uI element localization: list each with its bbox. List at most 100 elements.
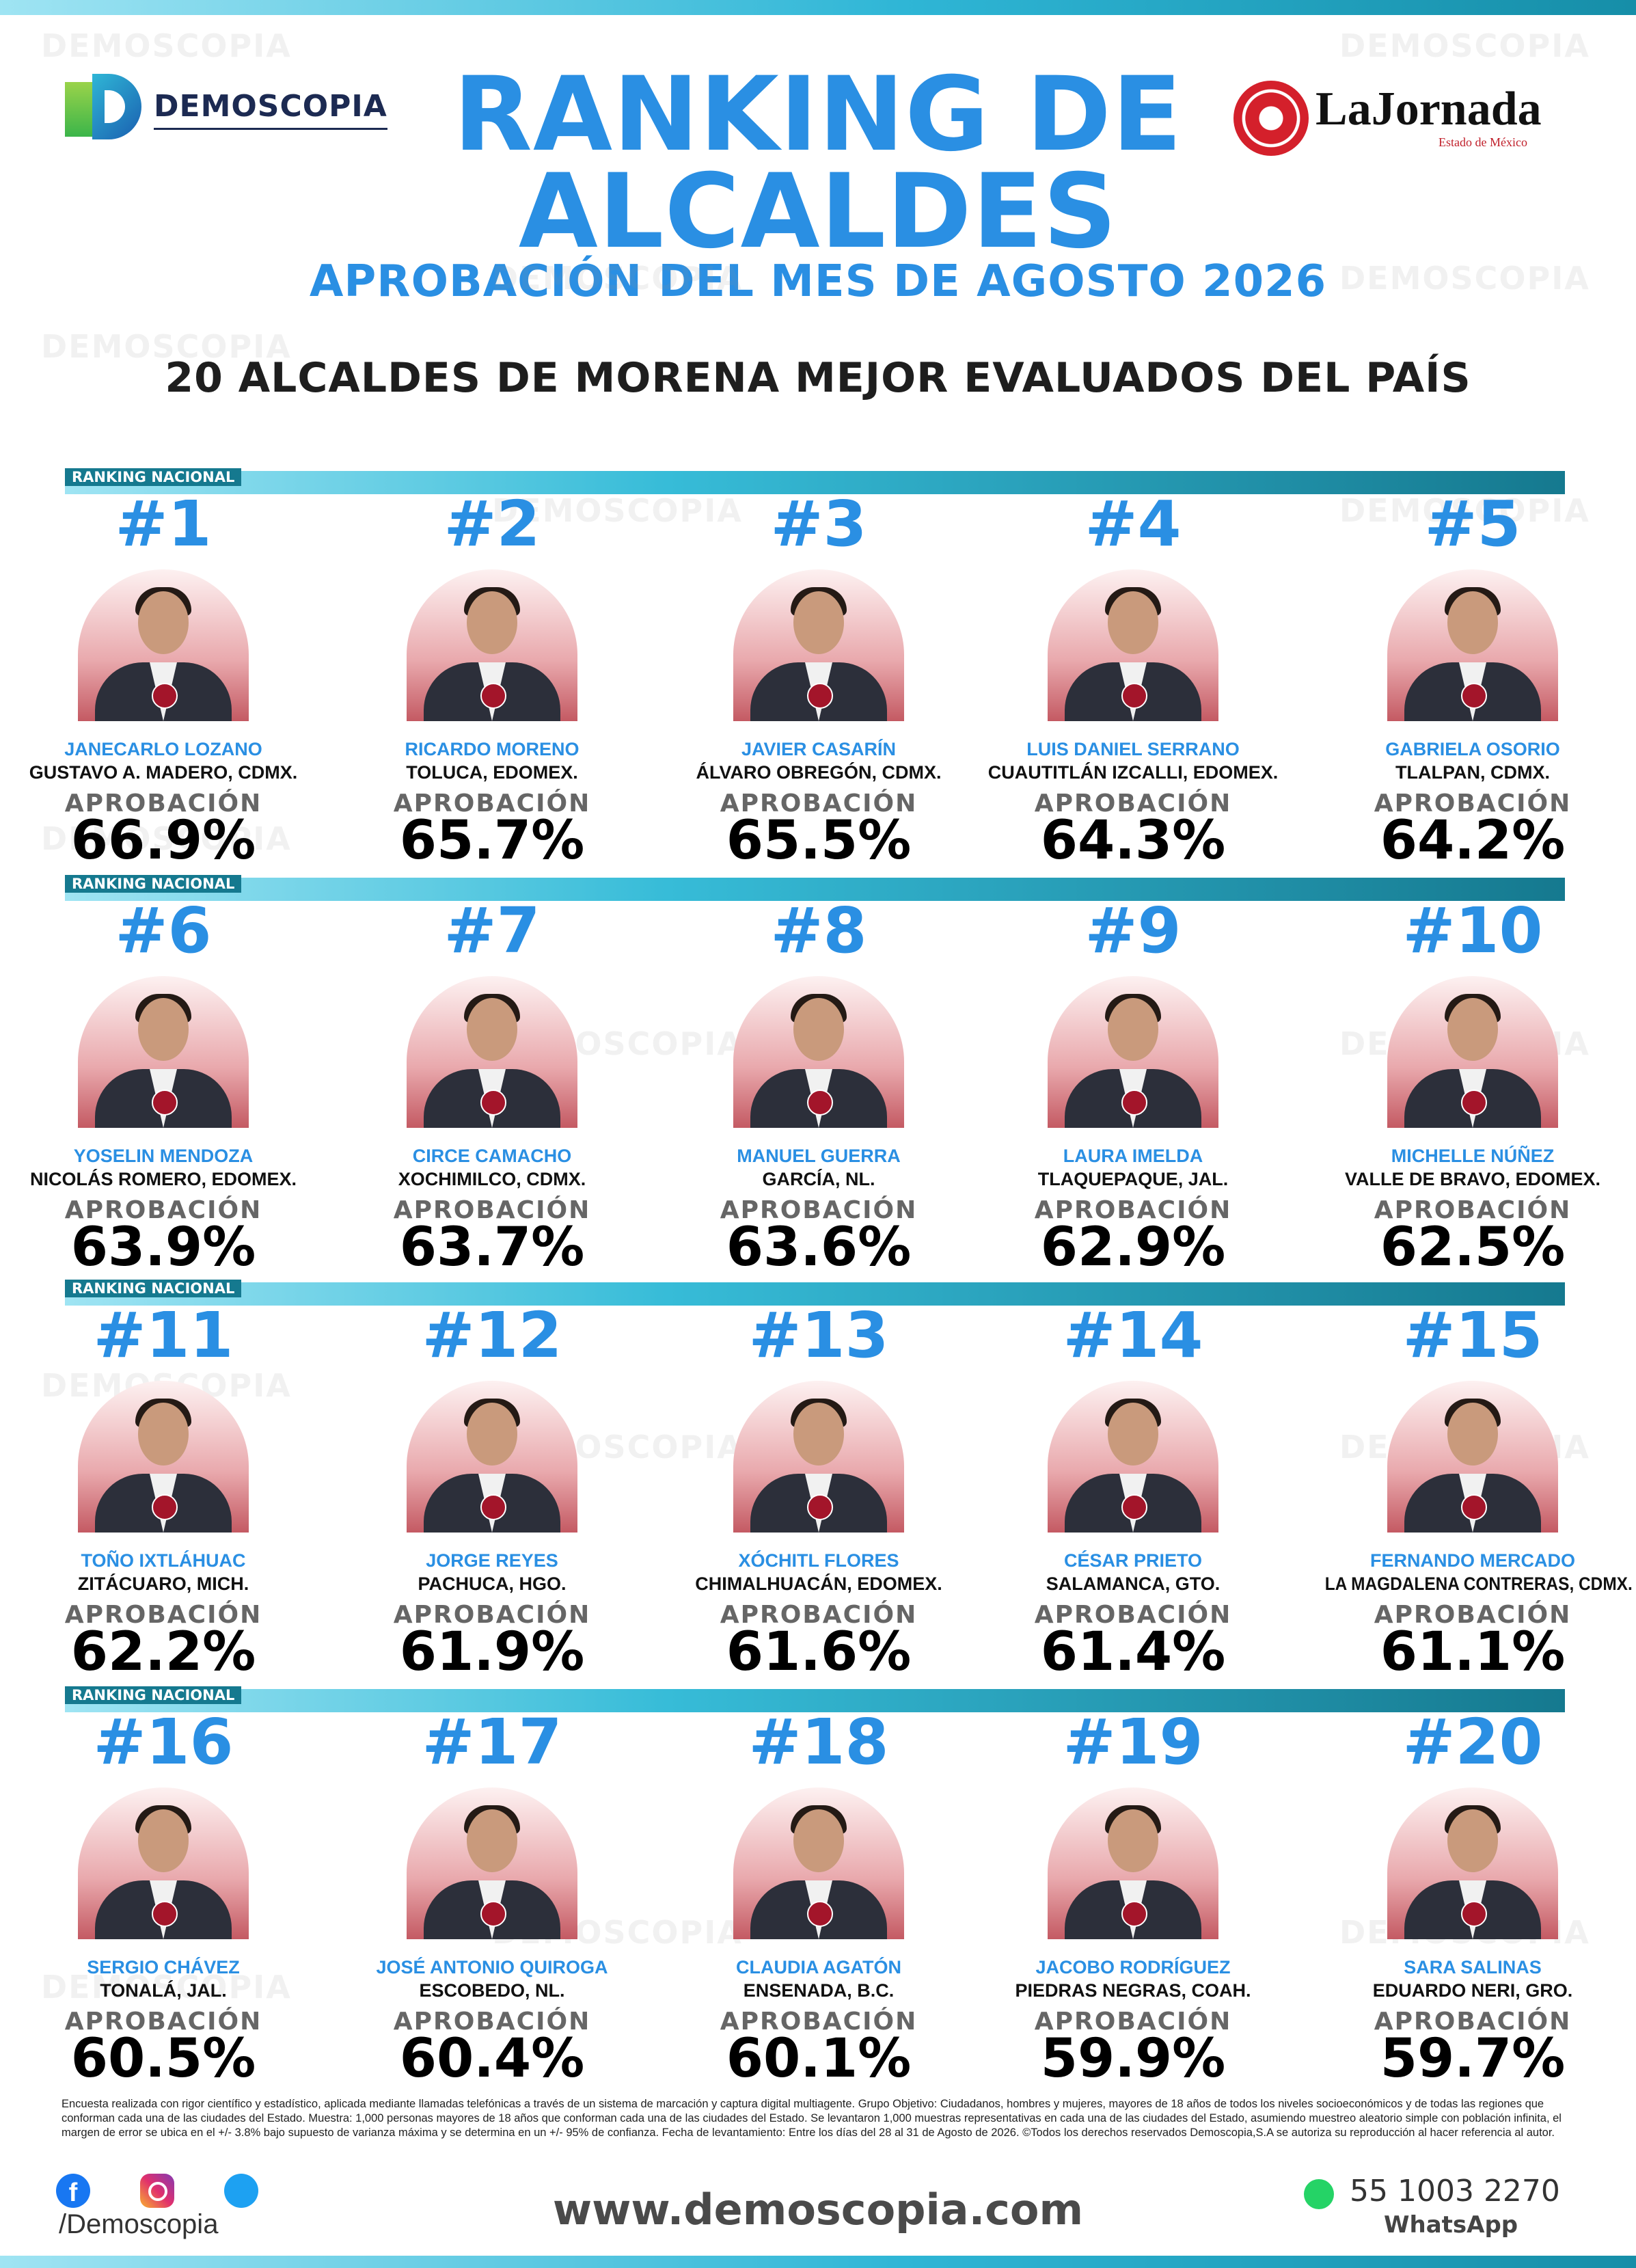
- facebook-icon[interactable]: f: [56, 2174, 90, 2208]
- place-text: XOCHIMILCO, CDMX.: [398, 1169, 586, 1189]
- social-handle: /Demoscopia: [59, 2209, 219, 2239]
- place: ENSENADA, B.C.: [655, 1980, 983, 2001]
- demoscopia-logo-icon: [65, 68, 147, 144]
- rank: #18: [748, 1705, 889, 1779]
- photo: [1387, 569, 1558, 721]
- photo-pin: [807, 1901, 833, 1927]
- phone-label: WhatsApp: [1384, 2211, 1518, 2239]
- place: GARCÍA, NL.: [655, 1169, 983, 1190]
- name-text: JORGE REYES: [426, 1550, 558, 1571]
- brand-left: DEMOSCOPIA: [154, 89, 387, 130]
- name-text: JANECARLO LOZANO: [64, 739, 262, 759]
- approval-label: APROBACIÓN: [720, 2008, 918, 2036]
- rank: #10: [1402, 894, 1543, 967]
- rank: #2: [444, 487, 541, 561]
- name: CLAUDIA AGATÓN: [655, 1957, 983, 1978]
- title-line1: RANKING DE: [453, 55, 1183, 174]
- name-text: SARA SALINAS: [1404, 1957, 1542, 1977]
- name: LAURA IMELDA: [969, 1146, 1297, 1167]
- approval-value: 63.9%: [70, 1217, 256, 1278]
- photo-head: [1108, 1403, 1158, 1466]
- place: NICOLÁS ROMERO, EDOMEX.: [0, 1169, 327, 1190]
- name: JAVIER CASARÍN: [655, 739, 983, 760]
- place-text: VALLE DE BRAVO, EDOMEX.: [1344, 1169, 1601, 1189]
- name: TOÑO IXTLÁHUAC: [0, 1550, 327, 1571]
- section-label: RANKING NACIONAL: [65, 1686, 242, 1704]
- photo: [733, 976, 904, 1128]
- name-text: JOSÉ ANTONIO QUIROGA: [376, 1957, 608, 1977]
- rank: #4: [1085, 487, 1182, 561]
- photo-pin: [1121, 1090, 1147, 1116]
- rank: #11: [93, 1299, 234, 1372]
- rank: #7: [444, 894, 541, 967]
- rank: #15: [1402, 1299, 1543, 1372]
- name: CÉSAR PRIETO: [969, 1550, 1297, 1571]
- photo: [407, 1787, 577, 1939]
- section-label: RANKING NACIONAL: [65, 468, 242, 486]
- place: TLAQUEPAQUE, JAL.: [969, 1169, 1297, 1190]
- photo: [733, 569, 904, 721]
- section-label: RANKING NACIONAL: [65, 1280, 242, 1297]
- rank: #8: [770, 894, 867, 967]
- photo-pin: [480, 1090, 506, 1116]
- place: TONALÁ, JAL.: [0, 1980, 327, 2001]
- approval-label: APROBACIÓN: [393, 1196, 591, 1224]
- watermark: DEMOSCOPIA: [41, 820, 292, 857]
- name: FERNANDO MERCADO: [1309, 1550, 1636, 1571]
- photo-pin: [152, 1901, 178, 1927]
- phone: 55 1003 2270: [1350, 2174, 1560, 2209]
- name-text: CÉSAR PRIETO: [1063, 1550, 1203, 1571]
- place-text: ZITÁCUARO, MICH.: [77, 1574, 249, 1594]
- name-text: SERGIO CHÁVEZ: [87, 1957, 240, 1977]
- approval-label: APROBACIÓN: [393, 2008, 591, 2036]
- approval-label: APROBACIÓN: [720, 789, 918, 818]
- place-text: ESCOBEDO, NL.: [419, 1980, 565, 2001]
- photo: [1387, 1787, 1558, 1939]
- place-text: SALAMANCA, GTO.: [1046, 1574, 1221, 1594]
- place: TOLUCA, EDOMEX.: [328, 762, 656, 783]
- photo-head: [138, 998, 189, 1061]
- photo-head: [138, 591, 189, 654]
- approval-value: 60.4%: [399, 2028, 585, 2090]
- rank: #14: [1063, 1299, 1203, 1372]
- name-text: FERNANDO MERCADO: [1370, 1550, 1575, 1571]
- name-text: CLAUDIA AGATÓN: [736, 1957, 901, 1977]
- name-text: YOSELIN MENDOZA: [73, 1146, 254, 1166]
- section-bar: [65, 1689, 1565, 1712]
- photo-pin: [1461, 1494, 1487, 1520]
- place-text: LA MAGDALENA CONTRERAS, CDMX.: [1324, 1574, 1633, 1594]
- approval-label: APROBACIÓN: [1034, 2008, 1232, 2036]
- photo-pin: [1461, 1090, 1487, 1116]
- name-text: CIRCE CAMACHO: [412, 1146, 572, 1166]
- approval-value: 62.2%: [70, 1621, 256, 1683]
- bottom-bar: [0, 2256, 1636, 2268]
- photo-head: [1108, 591, 1158, 654]
- photo-head: [138, 1809, 189, 1872]
- place-text: ENSENADA, B.C.: [743, 1980, 895, 2001]
- photo: [78, 976, 249, 1128]
- photo-head: [793, 591, 844, 654]
- watermark: DEMOSCOPIA: [41, 27, 292, 64]
- watermark: DEMOSCOPIA: [492, 260, 743, 297]
- approval-label: APROBACIÓN: [64, 2008, 262, 2036]
- approval-value: 62.9%: [1040, 1217, 1226, 1278]
- photo-pin: [807, 1090, 833, 1116]
- rank: #17: [422, 1705, 562, 1779]
- approval-label: APROBACIÓN: [1374, 1196, 1572, 1224]
- rank: #9: [1085, 894, 1182, 967]
- photo-head: [467, 1403, 517, 1466]
- name: JANECARLO LOZANO: [0, 739, 327, 760]
- approval-label: APROBACIÓN: [1034, 1601, 1232, 1629]
- instagram-icon[interactable]: [140, 2174, 174, 2208]
- approval-label: APROBACIÓN: [393, 789, 591, 818]
- twitter-icon[interactable]: [224, 2174, 258, 2208]
- approval-value: 59.9%: [1040, 2028, 1226, 2090]
- name-text: XÓCHITL FLORES: [738, 1550, 899, 1571]
- place: PIEDRAS NEGRAS, COAH.: [969, 1980, 1297, 2001]
- place: CHIMALHUACÁN, EDOMEX.: [655, 1574, 983, 1595]
- place: ZITÁCUARO, MICH.: [0, 1574, 327, 1595]
- name: MICHELLE NÚÑEZ: [1309, 1146, 1636, 1167]
- website[interactable]: www.demoscopia.com: [552, 2185, 1084, 2235]
- approval-label: APROBACIÓN: [1374, 1601, 1572, 1629]
